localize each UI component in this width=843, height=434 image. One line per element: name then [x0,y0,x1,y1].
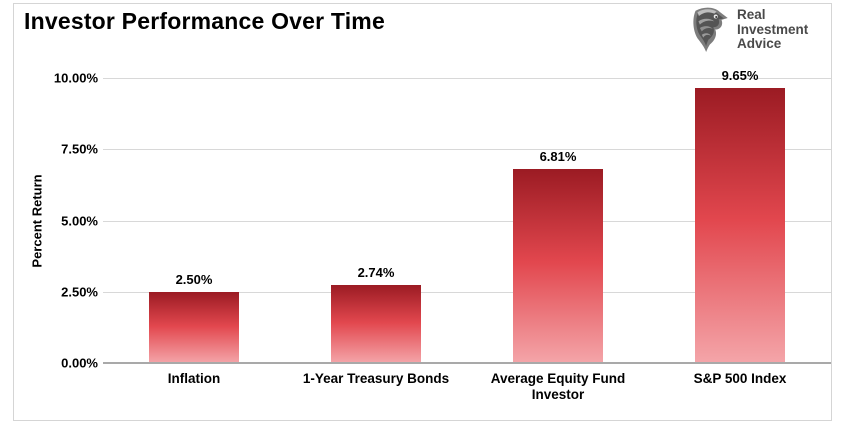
bar [695,87,785,363]
x-axis-line [103,362,831,364]
gridline [103,78,831,79]
x-category-label: S&P 500 Index [693,371,787,386]
bar-value-label: 2.50% [175,271,213,287]
bar [513,168,603,363]
brand-logo: Real Investment Advice [685,4,808,54]
bar-value-label: 9.65% [721,67,759,83]
logo-line-advice: Advice [737,36,782,51]
logo-line-investment: Investment [737,21,809,37]
x-category-label: Inflation [167,371,221,386]
gridline [103,220,831,222]
y-tick-label: 7.50% [61,141,98,157]
chart-title: Investor Performance Over Time [24,8,385,34]
brand-logo-text: Real Investment Advice [737,4,808,52]
bar-value-label: 6.81% [539,148,577,164]
x-category-label: 1-Year Treasury Bonds [302,371,450,386]
y-tick-label: 0.00% [61,355,98,371]
gridline [103,149,831,151]
bar [331,284,421,363]
y-tick-label: 10.00% [53,70,98,86]
x-category-label: Average Equity Fund Investor [490,371,626,402]
y-tick-label: 5.00% [61,213,98,228]
bar-value-label: 2.74% [357,264,395,280]
bar [149,291,239,363]
gridline [103,291,831,293]
chart-frame-border [13,3,832,421]
y-tick-label: 2.50% [61,284,98,300]
logo-line-real: Real [737,7,766,22]
eagle-head-icon [693,7,728,53]
